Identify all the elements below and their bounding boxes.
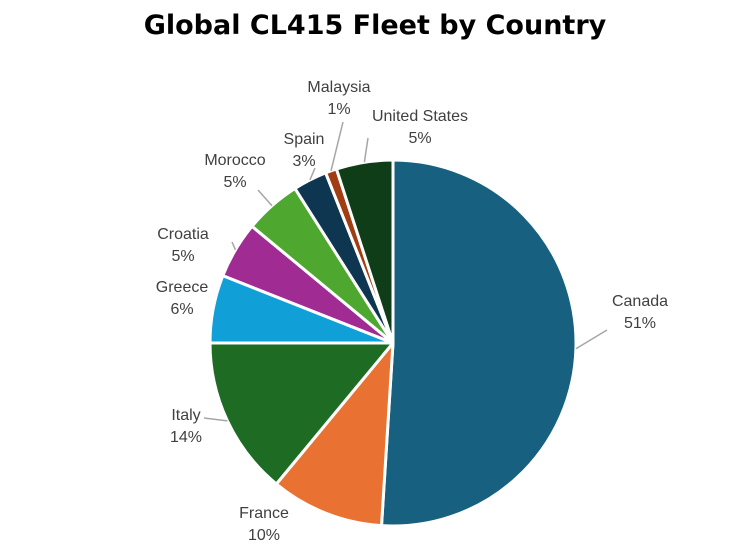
slice-category-label: Greece [156,279,209,296]
slice-value-label: 5% [408,130,431,147]
leader-line [203,417,228,422]
slice-value-label: 6% [170,301,193,318]
slice-category-label: United States [372,108,468,125]
pie-slice-italy [208,341,395,486]
slice-value-label: 3% [292,153,315,170]
slice-category-label: Italy [171,407,200,424]
slice-category-label: Canada [612,293,668,310]
leader-lines [203,121,608,422]
leader-line [363,137,369,163]
leader-line [257,189,273,207]
slice-value-label: 1% [327,101,350,118]
data-labels: Canada 51% France 10% Italy 14% Greece 6% Croati… [156,79,668,544]
leader-line [330,121,344,171]
pie-slice-canada [380,158,578,528]
slice-category-label: France [239,505,289,522]
pie-slices [208,158,578,528]
slice-category-label: Croatia [157,226,209,243]
slice-value-label: 51% [624,315,656,332]
leader-line [575,329,608,350]
leader-line [231,241,237,251]
leader-line [309,167,316,181]
pie-slice-united-states [334,158,395,345]
slice-value-label: 10% [248,527,280,544]
slice-value-label: 14% [170,429,202,446]
slice-value-label: 5% [223,174,246,191]
slice-category-label: Malaysia [307,79,370,96]
chart-title: Global CL415 Fleet by Country [143,10,607,41]
slice-category-label: Spain [284,131,325,148]
pie-slice-france [274,341,395,528]
slice-category-label: Morocco [204,152,265,169]
slice-value-label: 5% [171,248,194,265]
